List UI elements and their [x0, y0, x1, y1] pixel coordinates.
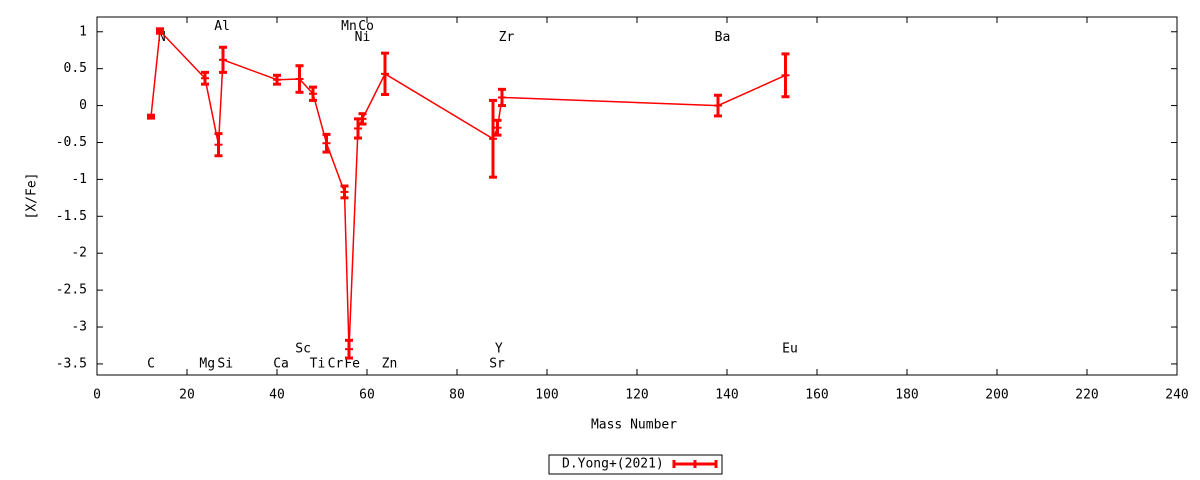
error-bar [201, 70, 209, 86]
y-tick-label: -3 [71, 320, 87, 335]
x-tick-label: 200 [985, 388, 1008, 403]
x-tick-label: 60 [359, 388, 375, 403]
x-tick-label: 160 [805, 388, 828, 403]
error-bar [781, 52, 790, 99]
y-tick-label: 0 [79, 98, 87, 113]
y-tick-label: 1 [79, 24, 87, 39]
error-bar [340, 184, 349, 200]
error-bar [498, 87, 506, 108]
element-label: Co [358, 19, 374, 34]
y-tick-label: -0.5 [56, 135, 87, 150]
error-bar [309, 85, 317, 102]
error-bar [273, 73, 281, 86]
y-tick-label: -3.5 [56, 356, 87, 371]
error-bar [489, 98, 497, 179]
element-label: Cr [328, 356, 344, 371]
x-tick-label: 40 [269, 388, 285, 403]
element-label: Sr [489, 356, 505, 371]
error-bar [322, 132, 331, 154]
legend-label: D.Yong+(2021) [562, 457, 664, 472]
error-bar [354, 117, 362, 140]
element-label: Zr [499, 30, 515, 45]
x-tick-label: 80 [449, 388, 465, 403]
series-line [150, 29, 786, 350]
element-label: Ti [310, 356, 326, 371]
element-label: Y [495, 342, 503, 357]
element-label: Zn [382, 356, 398, 371]
y-tick-label: 0.5 [64, 61, 87, 76]
x-tick-label: 240 [1165, 388, 1188, 403]
element-label: Si [217, 356, 233, 371]
element-label: Ni [355, 30, 371, 45]
x-tick-label: 140 [715, 388, 738, 403]
element-label: Sc [295, 342, 311, 357]
error-bar [214, 132, 223, 158]
x-tick-label: 0 [93, 388, 101, 403]
error-bar [358, 112, 367, 126]
x-axis-label: Mass Number [591, 418, 677, 433]
legend-box [548, 454, 723, 475]
element-label: Mn [341, 19, 357, 34]
element-label: Fe [344, 356, 360, 371]
error-bar [147, 113, 155, 120]
x-tick-label: 20 [179, 388, 195, 403]
x-tick-label: 100 [535, 388, 558, 403]
error-bar [493, 118, 502, 137]
x-tick-label: 220 [1075, 388, 1098, 403]
plot-frame [96, 16, 1178, 376]
element-label: C [147, 356, 155, 371]
y-tick-label: -2 [71, 246, 87, 261]
element-label: Mg [199, 356, 215, 371]
error-bar [714, 93, 722, 118]
element-label: Al [214, 19, 230, 34]
error-bar [295, 64, 304, 94]
error-bar [219, 45, 227, 74]
error-bar [381, 51, 389, 97]
y-tick-label: -1 [71, 172, 87, 187]
y-axis-label: [X/Fe] [25, 173, 40, 220]
x-tick-label: 180 [895, 388, 918, 403]
error-bar [345, 338, 353, 360]
y-tick-label: -2.5 [56, 283, 87, 298]
element-label: Ba [715, 30, 731, 45]
element-label: N [158, 30, 166, 45]
error-bar [156, 27, 164, 35]
x-tick-label: 120 [625, 388, 648, 403]
element-label: Eu [782, 342, 798, 357]
element-label: Ca [273, 356, 289, 371]
y-tick-label: -1.5 [56, 209, 87, 224]
